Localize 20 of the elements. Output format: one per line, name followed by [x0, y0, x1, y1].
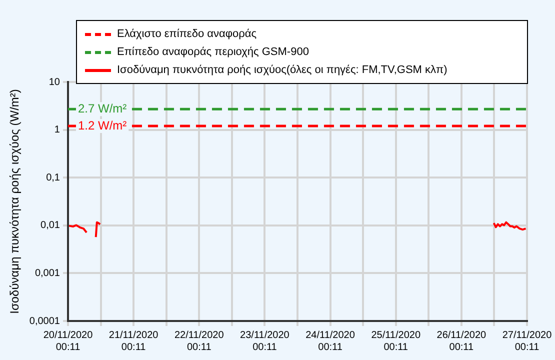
y-axis-title: Ισοδύναμη πυκνότητα ροής ισχύος (W/m²) [8, 89, 22, 314]
y-tick-label: 0,1 [46, 172, 60, 184]
y-tick-label: 0,01 [40, 220, 60, 232]
y-tick-label: 0,001 [34, 268, 60, 279]
legend-label: Ισοδύναμη πυκνότητα ροής ισχύος(όλες οι πηγές: FM,TV,GSM κλπ) [117, 64, 448, 76]
x-tick-label: 26/11/2020 00:11 [436, 330, 487, 353]
annotation: 1.2 W/m² [78, 118, 127, 132]
x-tick-label: 27/11/2020 00:11 [502, 330, 552, 353]
x-tick-label: 20/11/2020 00:11 [43, 330, 94, 353]
x-tick-label: 22/11/2020 00:11 [174, 330, 224, 353]
x-tick-label: 23/11/2020 00:11 [240, 330, 290, 353]
annotation: 2.7 W/m² [78, 101, 127, 116]
y-tick-label: 0,0001 [29, 316, 60, 327]
legend-label: Ελάχιστο επίπεδο αναφοράς [117, 28, 257, 40]
legend-label: Επίπεδο αναφοράς περιοχής GSM-900 [117, 46, 309, 58]
x-tick-label: 21/11/2020 00:11 [108, 330, 159, 353]
y-tick-label: 10 [48, 76, 60, 88]
x-tick-label: 25/11/2020 00:11 [371, 330, 421, 353]
x-tick-label: 24/11/2020 00:11 [306, 330, 356, 353]
y-tick-label: 1 [54, 124, 60, 136]
